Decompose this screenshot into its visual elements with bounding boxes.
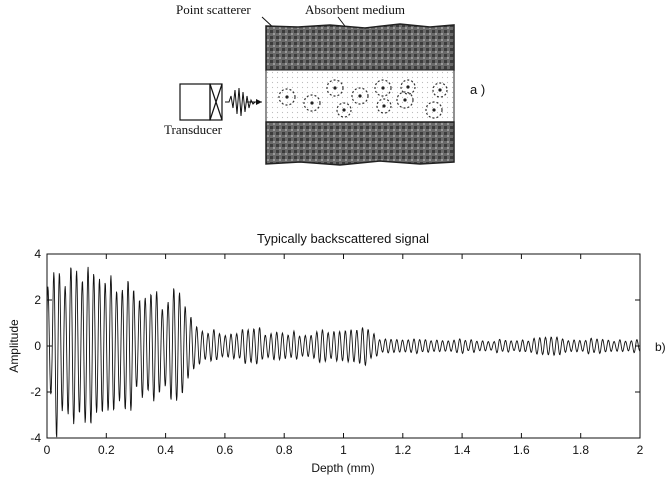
scatterer-3 <box>326 79 344 97</box>
pulse-arrow-head <box>256 99 262 105</box>
x-tick-label: 0.4 <box>157 443 174 457</box>
y-tick-label: -2 <box>30 385 41 399</box>
transducer-icon <box>179 83 223 121</box>
y-axis-label: Amplitude <box>7 319 21 373</box>
scatterer-centers <box>285 85 442 112</box>
x-tick-label: 1.4 <box>454 443 471 457</box>
scatterer-2 <box>303 94 321 112</box>
x-tick-label: 0.2 <box>98 443 115 457</box>
chart-title: Typically backscattered signal <box>257 231 429 246</box>
x-tick-label: 0.6 <box>217 443 234 457</box>
scatterer-7 <box>376 98 392 114</box>
y-tick-label: 2 <box>34 293 41 307</box>
diagram-panel: Point scatterer Absorbent medium <box>164 2 485 166</box>
y-tick-label: 0 <box>34 339 41 353</box>
x-tick-label: 0.8 <box>276 443 293 457</box>
x-axis-label: Depth (mm) <box>311 461 374 475</box>
point-scatterers <box>278 79 448 119</box>
panel-a-label: a ) <box>470 82 485 97</box>
plot-panel: Typically backscattered signal 0 0.2 0.4 0.… <box>7 231 666 475</box>
absorbent-medium-label: Absorbent medium <box>305 2 405 17</box>
scatterer-1 <box>278 88 296 106</box>
x-tick-label: 1.8 <box>572 443 589 457</box>
scatterer-6 <box>374 79 392 97</box>
scatterer-10 <box>425 101 443 119</box>
x-tick-label: 0 <box>44 443 51 457</box>
axes: 0 0.2 0.4 0.6 0.8 1 1.2 1.4 1.6 1.8 2 -4 -2 0 2 4 <box>30 247 643 457</box>
x-tick-label: 1.2 <box>394 443 411 457</box>
signal-series <box>47 266 640 438</box>
scatterer-8 <box>396 91 414 109</box>
backscattered-signal-line <box>47 266 640 438</box>
scatterer-9 <box>400 79 416 95</box>
x-tick-label: 1 <box>340 443 347 457</box>
scatterer-4 <box>336 102 352 118</box>
x-tick-label: 1.6 <box>513 443 530 457</box>
y-tick-label: -4 <box>30 431 41 445</box>
x-tick-label: 2 <box>637 443 644 457</box>
transducer-label: Transducer <box>164 122 223 137</box>
panel-b-label: b) <box>655 340 666 354</box>
scatterer-11 <box>432 82 448 98</box>
point-scatterer-label: Point scatterer <box>176 2 251 17</box>
scatterer-5 <box>351 87 369 105</box>
y-tick-label: 4 <box>34 247 41 261</box>
